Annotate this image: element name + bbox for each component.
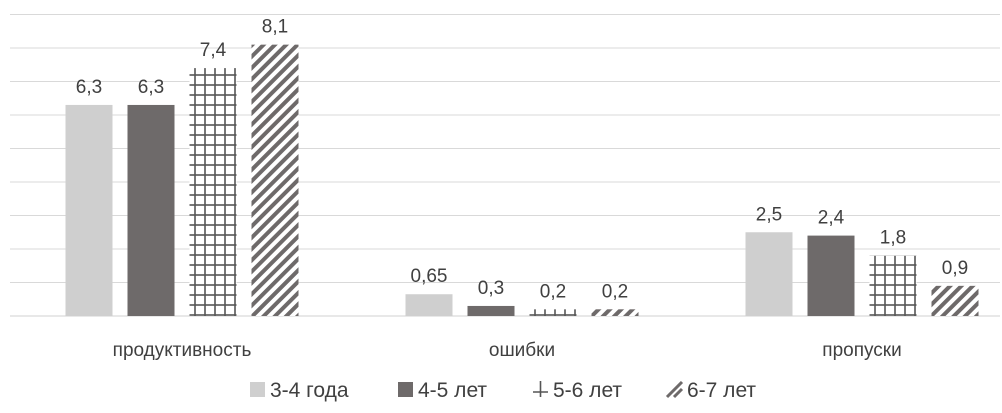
category-labels: продуктивность ошибки пропуски <box>113 340 902 361</box>
data-label: 6,3 <box>138 77 164 98</box>
legend-label: 6-7 лет <box>687 379 756 402</box>
data-label: 0,65 <box>411 266 448 287</box>
bar-2-1 <box>405 294 453 316</box>
data-label: 0,9 <box>942 258 968 279</box>
bar-2-3 <box>529 309 577 316</box>
bar-2-4 <box>591 309 639 316</box>
data-label: 0,2 <box>540 281 566 302</box>
bar-3-2 <box>807 235 855 316</box>
category-label: пропуски <box>822 340 901 361</box>
data-label: 7,4 <box>200 40 227 61</box>
bar-1-1 <box>65 104 113 316</box>
bar-3-3 <box>869 255 917 316</box>
data-label: 2,4 <box>818 208 845 229</box>
bar-1-2 <box>127 104 175 316</box>
data-label: 8,1 <box>262 17 288 38</box>
data-label: 0,3 <box>478 278 504 299</box>
data-label: 1,8 <box>880 228 906 249</box>
data-labels: 6,3 6,3 7,4 8,1 0,65 0,3 0,2 0,2 2,5 2,4 1,8 0,9 <box>76 17 968 303</box>
legend-label: 5-6 лет <box>553 379 622 402</box>
legend-swatch <box>533 381 548 397</box>
legend-label: 4-5 лет <box>418 379 487 402</box>
legend-label: 3-4 года <box>270 379 349 402</box>
category-label: продуктивность <box>113 340 252 361</box>
bars <box>65 44 979 317</box>
bar-1-4 <box>251 44 299 317</box>
bar-2-2 <box>467 305 515 316</box>
data-label: 2,5 <box>756 204 782 225</box>
category-label: ошибки <box>489 340 555 361</box>
bar-1-3 <box>189 68 237 316</box>
legend: 3-4 года 4-5 лет 5-6 лет 6-7 лет <box>250 379 756 402</box>
data-label: 0,2 <box>602 281 628 302</box>
data-label: 6,3 <box>76 77 102 98</box>
legend-swatch <box>398 382 413 397</box>
legend-swatch <box>665 380 684 399</box>
legend-swatch <box>250 382 265 397</box>
bar-3-1 <box>745 232 793 316</box>
bar-3-4 <box>931 285 979 316</box>
